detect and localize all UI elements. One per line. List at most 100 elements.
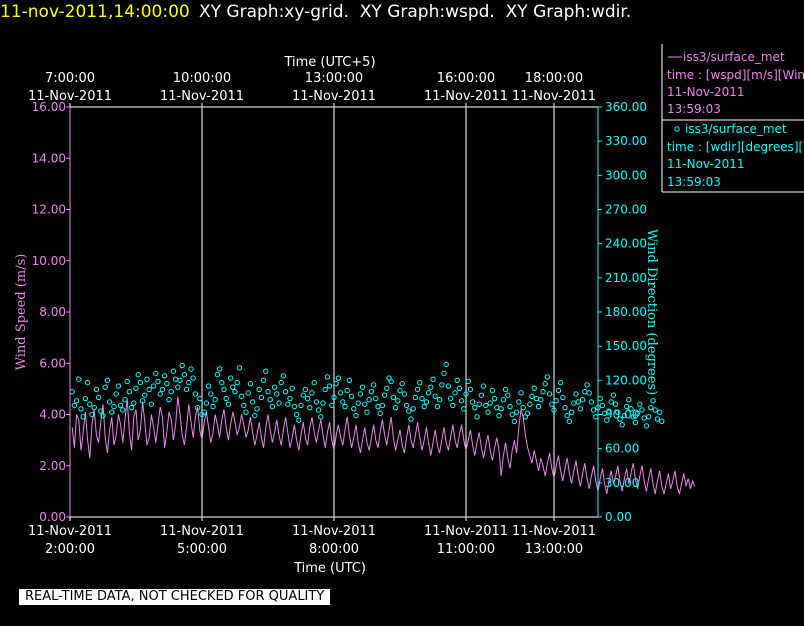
bottom-tick-date-3: 11-Nov-2011 [424,524,508,539]
wdir-point [659,418,665,425]
wdir-point [615,409,621,415]
right-tick-label-8: 240.00 [605,237,647,251]
wdir-point [87,401,93,407]
wdir-point [131,400,137,406]
top-tick-date-4: 11-Nov-2011 [512,89,596,104]
wdir-point [73,398,80,404]
right-tick-labels: 0.00 30.00 60.00 90.00 120.00 150.00 180.00 210… [598,100,647,524]
left-tick-label-7: 14.00 [32,151,66,165]
wdir-point [212,396,218,403]
wdir-point [109,409,115,415]
wdir-point [626,396,632,403]
wdir-point [210,403,216,410]
wdir-point [82,395,89,402]
wdir-point [364,409,370,415]
left-tick-label-8: 16.00 [32,100,66,114]
right-tick-label-3: 90.00 [605,408,639,422]
right-tick-label-9: 270.00 [605,203,647,217]
wdir-point [582,389,588,395]
top-tick-date-2: 11-Nov-2011 [292,89,376,104]
wdir-point [403,402,410,409]
wdir-point [443,361,449,368]
legend-wspd-source: iss3/surface_met [683,50,785,64]
wdir-point [599,402,606,409]
top-tick-time-1: 10:00:00 [173,71,231,86]
wdir-point [544,374,551,380]
wdir-point [476,401,482,407]
wdir-point [507,403,513,410]
left-tick-label-6: 12.00 [32,203,66,217]
wdir-point [406,408,412,414]
top-tick-time-4: 18:00:00 [525,71,583,86]
wdir-point [348,393,355,399]
wdir-point [428,384,434,390]
wdir-point [269,403,276,410]
wdir-point [656,409,663,415]
wdir-point [505,392,511,398]
wdir-point [474,414,480,420]
wdir-point [179,362,185,369]
wdir-point [524,410,531,417]
right-tick-label-6: 180.00 [605,305,647,319]
wdir-point [408,416,414,422]
wdir-point [311,379,317,386]
wdir-point [621,412,628,419]
wdir-point [641,415,647,421]
wdir-point [456,385,463,392]
wdir-point [161,373,168,379]
wdir-point [289,385,295,392]
wdir-point [344,387,350,394]
wdir-point [516,399,522,405]
wdir-point [137,379,144,386]
legend: iss3/surface_met time : [wspd][m/s][Wind… [661,44,804,193]
right-tick-label-0: 0.00 [605,510,632,524]
wdir-point [417,379,423,386]
wdir-point [430,376,436,382]
wdir-point [489,387,496,394]
wdir-point [120,407,126,413]
top-tick-time-0: 7:00:00 [45,71,95,86]
wdir-point [601,410,608,417]
wdir-point [362,401,368,407]
wdir-point [604,417,610,423]
wdir-point [366,396,372,403]
wdir-point [333,381,339,387]
right-tick-label-2: 60.00 [605,442,639,456]
wdir-point [353,412,359,419]
quality-notice: REAL-TIME DATA, NOT CHECKED FOR QUALITY [19,589,331,605]
wdir-point [564,412,570,419]
wspd-series [71,396,696,495]
wdir-point [557,379,564,386]
wdir-point [298,402,304,409]
wdir-point [252,412,258,419]
wdir-point [397,387,403,394]
wdir-point [89,411,95,418]
wdir-point [302,386,309,393]
wdir-point [542,381,548,387]
bottom-tick-time-4: 13:00:00 [525,542,583,557]
wdir-point [555,387,562,394]
wdir-point [441,370,447,377]
top-tick-labels: 7:00:00 11-Nov-2011 10:00:00 11-Nov-2011 13:… [28,71,596,107]
wdir-point [172,376,179,382]
wdir-point [267,396,273,403]
wdir-point [520,404,526,411]
wdir-point [414,386,421,393]
wdir-point [324,374,331,380]
wdir-point [632,419,639,426]
wdir-point [432,393,438,399]
wdir-point [450,402,456,409]
wdir-point [181,371,188,378]
wdir-point [392,404,399,411]
wdir-point [637,401,643,407]
wdir-point [225,401,232,407]
wdir-point [144,376,150,382]
wdir-point [142,392,148,398]
wdir-point [562,404,568,411]
wdir-point [566,418,573,425]
wdir-point [355,400,361,406]
wdir-point [155,378,161,385]
wdir-point [496,412,502,419]
wdir-point [452,390,458,396]
